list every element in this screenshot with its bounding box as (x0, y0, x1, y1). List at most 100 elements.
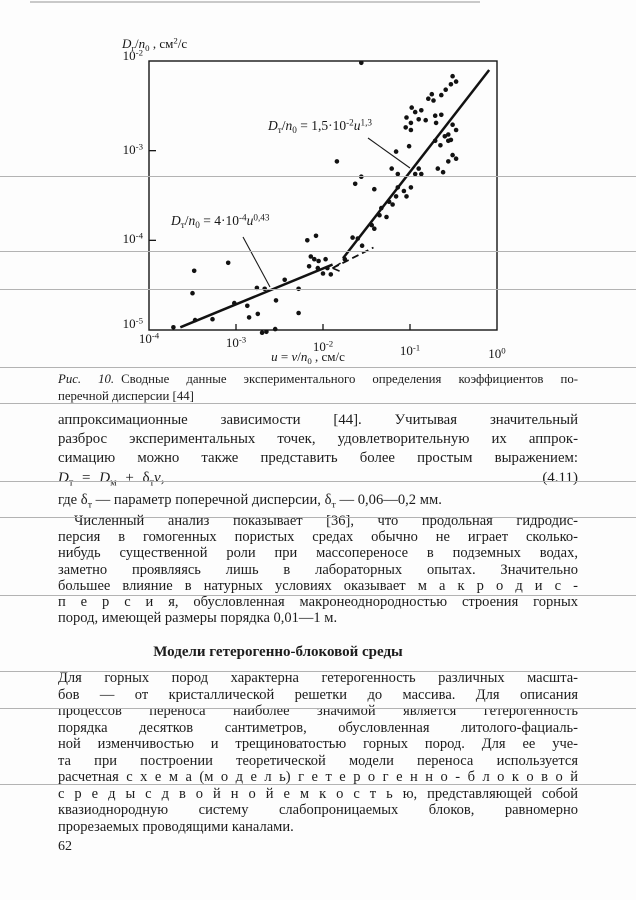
data-point (389, 166, 395, 171)
data-point (246, 315, 252, 320)
data-point (412, 171, 418, 177)
annotation-steep-fit-pointer (367, 137, 411, 169)
data-point (416, 166, 422, 171)
x-axis-title: u = v/n0 , см/с (271, 349, 345, 367)
scan-artifact-line (0, 517, 636, 518)
data-point (408, 185, 414, 190)
data-point (312, 256, 317, 262)
data-point (259, 330, 265, 336)
data-point (446, 138, 451, 144)
data-point (408, 120, 414, 126)
data-point (419, 108, 424, 113)
data-point (450, 122, 455, 127)
data-point (282, 277, 288, 283)
data-point (440, 169, 446, 175)
text-line: симацию можно также представить более пр… (58, 450, 578, 466)
data-point (432, 113, 438, 118)
data-point (416, 117, 422, 122)
figure-caption-line1: Рис. 10. Сводные данные экспериментальног… (58, 371, 578, 388)
data-point (446, 132, 451, 137)
data-point (384, 214, 389, 220)
data-point (323, 256, 328, 262)
data-point (426, 96, 431, 101)
data-point (408, 127, 414, 133)
data-point (443, 87, 449, 92)
x-tick-label: 10-4 (138, 330, 160, 346)
data-point (393, 194, 399, 199)
data-point (225, 260, 231, 266)
data-point (448, 82, 454, 87)
data-point (359, 60, 364, 66)
text-line: п е р с и я, обусловленная макронеодноро… (58, 594, 578, 611)
data-point (210, 316, 215, 322)
data-point (453, 79, 459, 84)
data-point (305, 238, 310, 243)
text-line: прорезаемых проводящими каналами. (58, 818, 294, 835)
data-point (316, 258, 321, 264)
data-point (320, 271, 326, 276)
text-line: большее влияние в натурных условиях оказ… (58, 577, 578, 594)
data-point (273, 298, 279, 303)
data-point (429, 91, 435, 97)
data-point (439, 92, 444, 98)
data-point (406, 143, 412, 149)
paragraph-heterogeneous-block-model: Для горных пород характерна гетерогеннос… (58, 670, 578, 835)
text-line: бов — от кристаллической решетки до масс… (58, 686, 578, 703)
data-point (313, 233, 319, 239)
equation-4-11: Dт = Dм + δтv, (4.11) (58, 470, 578, 489)
data-point (401, 188, 407, 194)
data-point (442, 134, 448, 139)
data-point (395, 171, 401, 177)
x-tick-label: 10-2 (312, 338, 334, 354)
data-point (450, 73, 455, 79)
figure-caption-text: Сводные данные экспериментального опреде… (121, 372, 578, 386)
scan-artifact-line (0, 784, 636, 785)
data-point (438, 143, 443, 148)
data-point (412, 109, 418, 115)
x-tick-label: 100 (488, 345, 506, 361)
data-point (404, 115, 409, 120)
scan-artifact-line (0, 176, 636, 177)
data-point (403, 125, 409, 130)
figure-caption-line2: перечной дисперсии [44] (58, 388, 194, 403)
x-tick-label: 10-1 (399, 342, 421, 358)
data-point (328, 272, 334, 277)
data-point (372, 226, 377, 231)
scan-artifact-line (0, 595, 636, 596)
scan-artifact-top-edge (30, 1, 480, 3)
text-line: расчетная с х е м а (м о д е л ь) г е т … (58, 769, 578, 785)
equation-formula: Dт = Dм + δтv, (58, 470, 165, 489)
page-number: 62 (58, 839, 72, 854)
annotation-shallow-fit-pointer (242, 236, 271, 288)
data-point (409, 105, 415, 110)
y-tick-label: 10-4 (122, 230, 143, 246)
text-line: порядка десятков сантиметров, обусловлен… (58, 719, 578, 736)
equation-number: (4.11) (542, 470, 578, 486)
text-line: нибудь существенной роли при массоперено… (58, 545, 578, 562)
data-point (191, 268, 197, 274)
figure-caption: Рис. 10. Сводные данные экспериментальног… (58, 371, 578, 404)
text-line: пород, имеющей размеры порядка 0,01—1 м. (58, 610, 338, 627)
data-point (350, 235, 355, 240)
text-line: Для горных пород характерна гетерогеннос… (58, 670, 578, 686)
scan-artifact-line (0, 403, 636, 404)
data-point (272, 326, 278, 332)
data-point (419, 171, 424, 177)
text-line: Численный анализ показывает [36], что пр… (74, 513, 578, 529)
data-point (439, 112, 444, 118)
annotation-shallow-fit: Dт/n0 = 4·10-4u0,43 (171, 212, 270, 231)
equation-where-line: где δт — параметр поперечной дисперсии, … (58, 492, 442, 511)
dashed-arrowhead (332, 262, 341, 269)
data-point (390, 202, 395, 207)
data-point (453, 156, 459, 161)
data-point (433, 120, 439, 126)
annotation-steep-fit: Dт/n0 = 1,5·10-2u1,3 (268, 117, 372, 136)
data-point (372, 186, 377, 192)
data-point (453, 127, 459, 133)
data-point (423, 117, 429, 123)
data-point (393, 149, 399, 154)
scan-artifact-line (0, 708, 636, 709)
data-point (264, 329, 269, 335)
text-line: персия в гомогенных пористых средах обыч… (58, 529, 578, 546)
